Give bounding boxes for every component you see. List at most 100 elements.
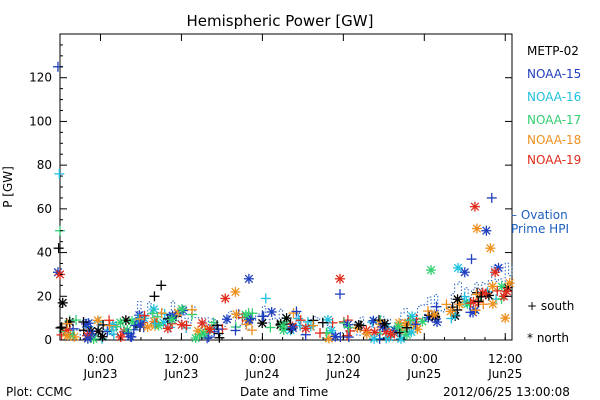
- point-north: [379, 318, 390, 329]
- point-north: [487, 281, 498, 292]
- mark-stroke: [453, 295, 462, 304]
- x-tick-label-time: 0:00: [411, 352, 438, 366]
- mark-stroke: [244, 274, 254, 284]
- point-north: [496, 281, 507, 292]
- plot-frame: [59, 33, 513, 341]
- point-south: [260, 293, 271, 304]
- x-tick-label-date: Jun24: [244, 367, 279, 381]
- chart-title: Hemispheric Power [GW]: [186, 12, 374, 30]
- point-south: [209, 326, 220, 337]
- point-north: [498, 291, 509, 302]
- mark-stroke: [58, 298, 67, 308]
- point-north: [393, 321, 404, 332]
- point-south: [149, 291, 160, 302]
- x-axis-label: Date and Time: [240, 385, 329, 399]
- x-tick-label-date: Jun23: [82, 367, 117, 381]
- point-south: [343, 322, 354, 333]
- point-south: [410, 319, 421, 330]
- point-north: [471, 223, 482, 234]
- mark-stroke: [83, 334, 93, 343]
- mark-stroke: [478, 288, 487, 297]
- point-south: [203, 332, 214, 343]
- mark-stroke: [279, 325, 288, 335]
- mark-stroke: [241, 310, 250, 320]
- x-tick-label-date: Jun23: [163, 367, 198, 381]
- point-north: [369, 333, 380, 344]
- mark-stroke: [470, 202, 480, 211]
- mark-stroke: [231, 287, 240, 297]
- point-north: [323, 333, 334, 344]
- point-south: [53, 243, 64, 254]
- point-south: [139, 310, 150, 321]
- legend-noaa-15: NOAA-15: [527, 67, 582, 81]
- point-south: [212, 320, 223, 331]
- mark-stroke: [432, 317, 442, 327]
- point-south: [466, 254, 477, 265]
- point-south: [214, 332, 225, 343]
- mark-stroke: [460, 268, 469, 277]
- point-north: [266, 306, 277, 317]
- mark-stroke: [149, 304, 159, 314]
- legend-noaa-19: NOAA-19: [527, 153, 582, 167]
- point-north: [334, 273, 345, 284]
- point-south: [317, 317, 328, 328]
- point-north: [385, 328, 396, 339]
- mark-stroke: [386, 329, 395, 339]
- x-tick-label-date: Jun25: [406, 367, 441, 381]
- point-north: [148, 304, 159, 315]
- mark-stroke: [278, 321, 288, 331]
- ovation-label-line1: – Ovation: [511, 208, 568, 222]
- mark-stroke: [167, 315, 177, 324]
- mark-stroke: [267, 307, 276, 317]
- mark-stroke: [143, 322, 152, 332]
- point-north: [432, 317, 443, 328]
- x-tick-label-date: Jun24: [325, 367, 360, 381]
- mark-stroke: [369, 334, 379, 344]
- point-south: [459, 291, 470, 302]
- point-north: [490, 267, 501, 278]
- point-north: [459, 267, 470, 278]
- point-north: [240, 309, 251, 320]
- point-north: [361, 328, 372, 339]
- point-south: [293, 313, 304, 324]
- point-north: [190, 333, 201, 344]
- mark-stroke: [505, 278, 514, 288]
- point-south: [486, 192, 497, 203]
- legend-south-symbol: + south: [527, 299, 575, 313]
- data-points: [52, 61, 515, 344]
- mark-stroke: [205, 325, 215, 334]
- point-south: [62, 318, 73, 329]
- point-south: [308, 320, 319, 331]
- point-north: [142, 321, 153, 332]
- point-north: [221, 314, 232, 325]
- mark-stroke: [482, 226, 491, 235]
- point-north: [485, 243, 496, 254]
- mark-stroke: [288, 323, 298, 333]
- point-north: [204, 324, 215, 335]
- mark-stroke: [488, 299, 498, 309]
- point-north: [57, 297, 68, 308]
- point-north: [115, 331, 126, 342]
- y-tick-label: 60: [37, 202, 52, 216]
- mark-stroke: [62, 331, 72, 341]
- mark-stroke: [198, 318, 207, 328]
- point-south: [291, 306, 302, 317]
- point-north: [281, 313, 292, 324]
- mark-stroke: [354, 320, 363, 330]
- point-north: [407, 311, 418, 322]
- point-north: [176, 319, 187, 330]
- mark-stroke: [331, 332, 340, 341]
- mark-stroke: [380, 319, 389, 328]
- point-south: [78, 317, 89, 328]
- point-north: [83, 318, 94, 329]
- footer-plot-label: Plot: CCMC: [6, 385, 72, 399]
- point-south: [394, 327, 405, 338]
- mark-stroke: [335, 274, 345, 284]
- mark-stroke: [407, 312, 417, 321]
- x-tick-label-time: 12:00: [326, 352, 361, 366]
- point-north: [429, 309, 440, 320]
- point-south: [126, 332, 137, 343]
- plot-border: [59, 33, 513, 341]
- mark-stroke: [98, 332, 107, 341]
